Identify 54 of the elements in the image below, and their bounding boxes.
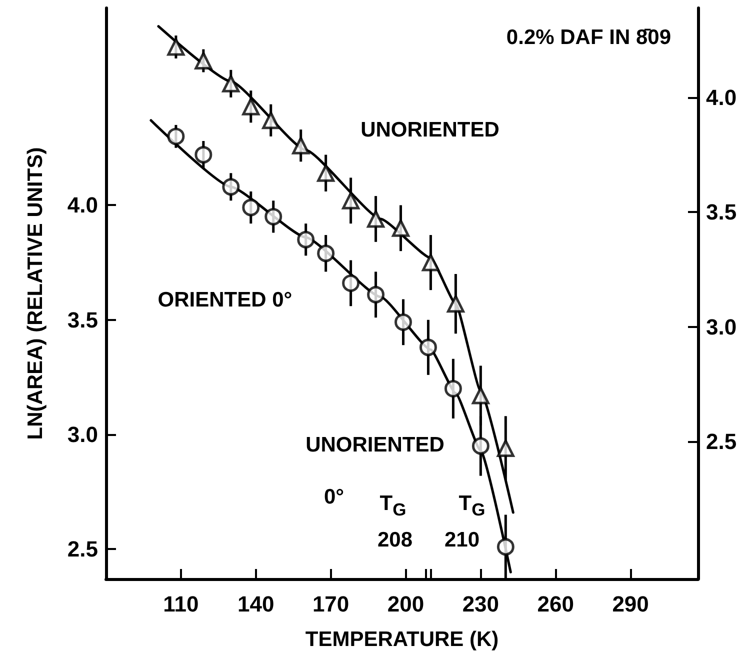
point: [394, 313, 412, 331]
point: [242, 198, 260, 216]
annotation: UNORIENTED: [360, 118, 500, 142]
x-tick-label: 260: [537, 592, 574, 616]
point: [292, 136, 310, 154]
y2-tick-label: 3.5: [706, 200, 737, 225]
y-tick-label: 4.0: [67, 192, 98, 218]
point: [472, 437, 490, 455]
y-axis-title: LN(AREA) (RELATIVE UNITS): [24, 147, 47, 440]
annotation: 210: [444, 528, 480, 552]
point: [496, 538, 514, 556]
point: [472, 386, 490, 404]
point: [444, 380, 462, 398]
point: [446, 295, 464, 313]
point: [392, 219, 410, 237]
point: [194, 146, 212, 164]
point: [167, 38, 185, 56]
y2-tick-label: 2.5: [706, 428, 737, 454]
y-tick-label: 2.5: [67, 536, 98, 562]
x-tick-label: 170: [312, 592, 350, 616]
point: [419, 338, 437, 356]
point: [367, 286, 385, 304]
point: [222, 74, 240, 92]
y-tick-label: 3.0: [67, 422, 98, 448]
point: [342, 192, 360, 210]
x-tick-label: 200: [387, 592, 424, 616]
annotation: T$_{G}$: [458, 492, 486, 520]
point: [262, 112, 280, 130]
x-axis-title: TEMPERATURE (K): [305, 628, 499, 651]
y2-tick-label: 4.0: [706, 84, 737, 110]
y2-tick-label: 3.0: [706, 314, 737, 340]
point: [317, 164, 335, 182]
annotation: 0°: [324, 486, 344, 508]
point: [422, 254, 440, 272]
y-tick-label: 3.5: [67, 307, 98, 332]
point: [264, 208, 282, 226]
x-tick-label: 110: [163, 592, 199, 616]
x-tick-label: 140: [238, 592, 274, 616]
point: [242, 98, 260, 116]
text: 0.2% DAF IN 8̄09: [506, 26, 672, 49]
point: [297, 230, 315, 248]
point: [167, 128, 185, 146]
annotation: UNORIENTED: [306, 434, 444, 456]
x-tick-label: 290: [612, 592, 649, 616]
point: [194, 52, 212, 70]
point: [317, 244, 335, 262]
annotation: ORIENTED 0°: [158, 288, 292, 312]
point: [222, 178, 240, 196]
point: [342, 274, 360, 292]
x-tick-label: 230: [462, 592, 500, 616]
annotation: 208: [377, 528, 413, 552]
annotation: T$_{G}$: [380, 492, 406, 520]
point: [496, 440, 514, 458]
point: [367, 210, 385, 228]
